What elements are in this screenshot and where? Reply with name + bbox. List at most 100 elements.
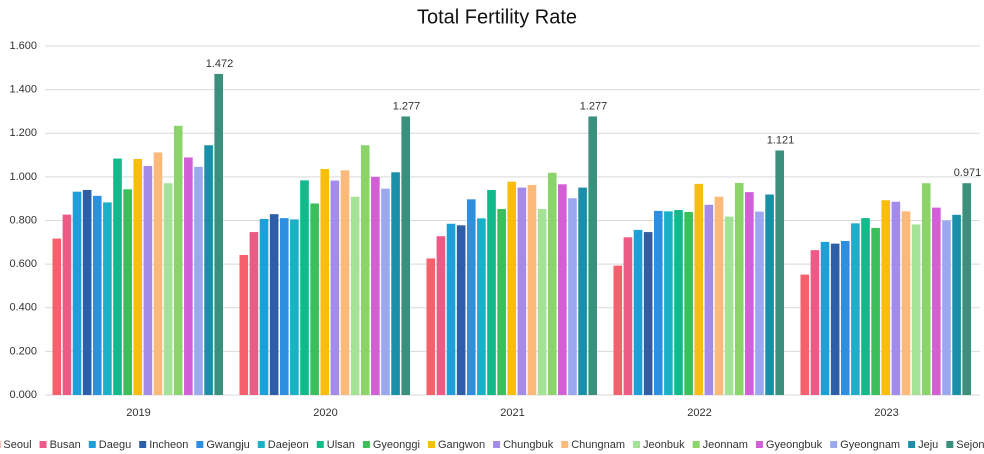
bar [173, 125, 183, 396]
y-tick-label: 1.000 [9, 171, 37, 183]
bar [527, 184, 537, 395]
bar [613, 265, 623, 395]
value-label: 1.277 [393, 100, 421, 112]
y-tick-label: 0.800 [9, 214, 37, 226]
bar [901, 211, 911, 395]
bar [714, 196, 724, 395]
bar [487, 189, 496, 395]
bar [800, 274, 810, 395]
legend-swatch [755, 441, 763, 448]
bar [194, 166, 203, 395]
bar [82, 189, 92, 395]
legend-label: Gangwon [438, 439, 485, 451]
bar [558, 184, 567, 395]
legend-swatch [362, 441, 370, 448]
bar [932, 207, 941, 395]
value-label: 1.472 [206, 58, 234, 70]
legend-label: Sejong [956, 439, 984, 451]
value-label: 0.971 [954, 167, 982, 179]
legend-label: Gyeongnam [840, 439, 900, 451]
x-tick-label: 2020 [313, 407, 337, 419]
bar [143, 165, 153, 395]
bar [684, 211, 693, 395]
bar [214, 73, 224, 396]
bar [279, 218, 289, 395]
y-tick-label: 0.400 [9, 302, 37, 314]
legend-swatch [946, 441, 954, 448]
bar [942, 220, 951, 395]
x-tick-label: 2019 [126, 407, 150, 419]
legend-swatch [493, 441, 501, 448]
bar [391, 172, 400, 395]
bar [113, 158, 122, 395]
bar [360, 145, 370, 395]
bar [734, 182, 744, 395]
bar [350, 196, 360, 395]
bar [921, 183, 931, 395]
bar [694, 183, 704, 395]
bar [330, 180, 340, 395]
legend-swatch [316, 441, 324, 448]
legend-swatch [561, 441, 569, 448]
bar [704, 204, 714, 395]
bar [745, 192, 754, 395]
legend-label: Incheon [149, 439, 188, 451]
bar [371, 176, 380, 395]
bar [891, 201, 901, 395]
bar [588, 116, 598, 395]
bar [820, 241, 830, 395]
bar [962, 183, 972, 395]
legend-swatch [88, 441, 96, 448]
bar [643, 232, 653, 395]
legend-label: Chungnam [571, 439, 625, 451]
bar [840, 241, 850, 395]
legend-swatch [908, 441, 916, 448]
bar [123, 189, 132, 395]
legend-label: Jeonnam [703, 439, 748, 451]
x-tick-label: 2022 [687, 407, 711, 419]
bar [765, 194, 774, 395]
bar [830, 243, 840, 395]
x-tick-label: 2023 [874, 407, 898, 419]
bar [290, 219, 299, 395]
legend-label: Chungbuk [503, 439, 554, 451]
y-tick-label: 1.600 [9, 40, 37, 52]
bar [401, 116, 411, 395]
legend-label: Seoul [3, 439, 31, 451]
bar [52, 238, 62, 395]
bar [477, 218, 486, 395]
y-tick-label: 0.600 [9, 258, 37, 270]
bar [952, 214, 961, 395]
bar [517, 187, 527, 395]
bar [674, 210, 683, 395]
legend-swatch [692, 441, 700, 448]
bar [310, 203, 319, 395]
bar [861, 218, 870, 395]
legend-label: Daejeon [268, 439, 309, 451]
bar [724, 216, 734, 395]
bar [320, 169, 330, 395]
bar [381, 188, 390, 395]
bar [436, 236, 446, 395]
legend-swatch [633, 441, 641, 448]
bar [62, 214, 72, 395]
bar [426, 258, 436, 395]
bar [446, 223, 456, 395]
bar [204, 145, 213, 395]
legend-swatch [830, 441, 838, 448]
legend-swatch [139, 441, 147, 448]
bar [153, 152, 163, 395]
bar [300, 180, 309, 395]
legend-label: Jeju [918, 439, 938, 451]
bar [497, 208, 506, 395]
legend-label: Gyeongbuk [766, 439, 823, 451]
bar [537, 208, 547, 395]
legend-swatch [427, 441, 435, 448]
bar [507, 181, 517, 395]
legend-label: Jeonbuk [643, 439, 685, 451]
x-tick-label: 2021 [500, 407, 524, 419]
legend-label: Busan [50, 439, 81, 451]
value-label: 1.277 [580, 100, 608, 112]
bar [623, 237, 633, 395]
bar [755, 211, 764, 395]
